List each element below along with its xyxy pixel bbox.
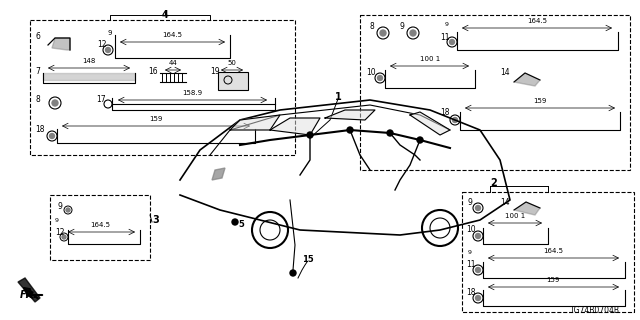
Text: 16: 16 (148, 67, 157, 76)
Text: 7: 7 (35, 67, 40, 76)
Bar (462, 192, 634, 312)
Text: 6: 6 (35, 32, 40, 41)
Text: 10: 10 (366, 68, 376, 77)
Circle shape (387, 130, 393, 136)
Text: 8: 8 (35, 95, 40, 104)
Circle shape (52, 100, 58, 106)
Text: 18: 18 (466, 288, 476, 297)
Polygon shape (325, 110, 375, 120)
Circle shape (49, 133, 54, 139)
Text: 14: 14 (500, 198, 509, 207)
Text: 50: 50 (228, 60, 236, 66)
Text: 18: 18 (35, 125, 45, 134)
Text: 15: 15 (302, 255, 314, 264)
Text: 10: 10 (466, 225, 476, 234)
Polygon shape (52, 38, 70, 50)
Text: 164.5: 164.5 (543, 248, 563, 254)
Polygon shape (514, 202, 540, 215)
Bar (50, 195, 150, 260)
Polygon shape (514, 73, 540, 86)
Text: 44: 44 (168, 60, 177, 66)
Polygon shape (18, 278, 40, 302)
Circle shape (452, 117, 458, 123)
Text: 5: 5 (238, 220, 244, 229)
Text: 9: 9 (55, 218, 59, 223)
Circle shape (476, 234, 481, 238)
Text: 9: 9 (107, 30, 111, 36)
Text: 148: 148 (83, 58, 96, 64)
Circle shape (62, 235, 66, 239)
Text: 11: 11 (440, 33, 449, 42)
Text: 8: 8 (370, 22, 375, 31)
Circle shape (307, 132, 313, 138)
Circle shape (347, 127, 353, 133)
Circle shape (476, 295, 481, 300)
Bar (360, 15, 630, 170)
Circle shape (410, 30, 416, 36)
Circle shape (380, 30, 386, 36)
Circle shape (449, 39, 454, 44)
Text: 158.9: 158.9 (182, 90, 202, 96)
Text: 164.5: 164.5 (527, 18, 547, 24)
Text: TG74B0704B: TG74B0704B (570, 306, 620, 315)
Polygon shape (212, 168, 225, 180)
Polygon shape (230, 115, 280, 130)
Bar (30, 20, 295, 155)
Text: FR.: FR. (20, 290, 38, 300)
Circle shape (290, 270, 296, 276)
Text: 19: 19 (210, 67, 220, 76)
Text: 12: 12 (55, 228, 65, 237)
Text: 9: 9 (468, 250, 472, 255)
Text: 159: 159 (547, 277, 560, 283)
Circle shape (106, 47, 111, 52)
Text: 14: 14 (500, 68, 509, 77)
Text: 9: 9 (468, 198, 473, 207)
Circle shape (476, 205, 481, 211)
Text: 9: 9 (445, 22, 449, 27)
Circle shape (417, 137, 423, 143)
Polygon shape (270, 118, 320, 135)
Text: 164.5: 164.5 (90, 222, 110, 228)
Text: 9: 9 (58, 202, 63, 211)
Polygon shape (410, 112, 450, 135)
Text: 1: 1 (335, 92, 342, 102)
Text: 9: 9 (400, 22, 405, 31)
Text: 100 1: 100 1 (420, 56, 440, 62)
Circle shape (66, 208, 70, 212)
Text: 164.5: 164.5 (162, 32, 182, 38)
Text: 18: 18 (440, 108, 449, 117)
Text: 12: 12 (97, 40, 106, 49)
Circle shape (476, 268, 481, 273)
Bar (218, 72, 248, 90)
Text: 17: 17 (96, 95, 106, 104)
Text: 159: 159 (149, 116, 163, 122)
Text: 3: 3 (152, 215, 159, 225)
Circle shape (378, 76, 383, 81)
Text: 159: 159 (533, 98, 547, 104)
Text: 2: 2 (490, 178, 497, 188)
Text: 11: 11 (466, 260, 476, 269)
Circle shape (232, 219, 238, 225)
Text: 4: 4 (162, 10, 168, 20)
Text: 100 1: 100 1 (505, 213, 525, 219)
